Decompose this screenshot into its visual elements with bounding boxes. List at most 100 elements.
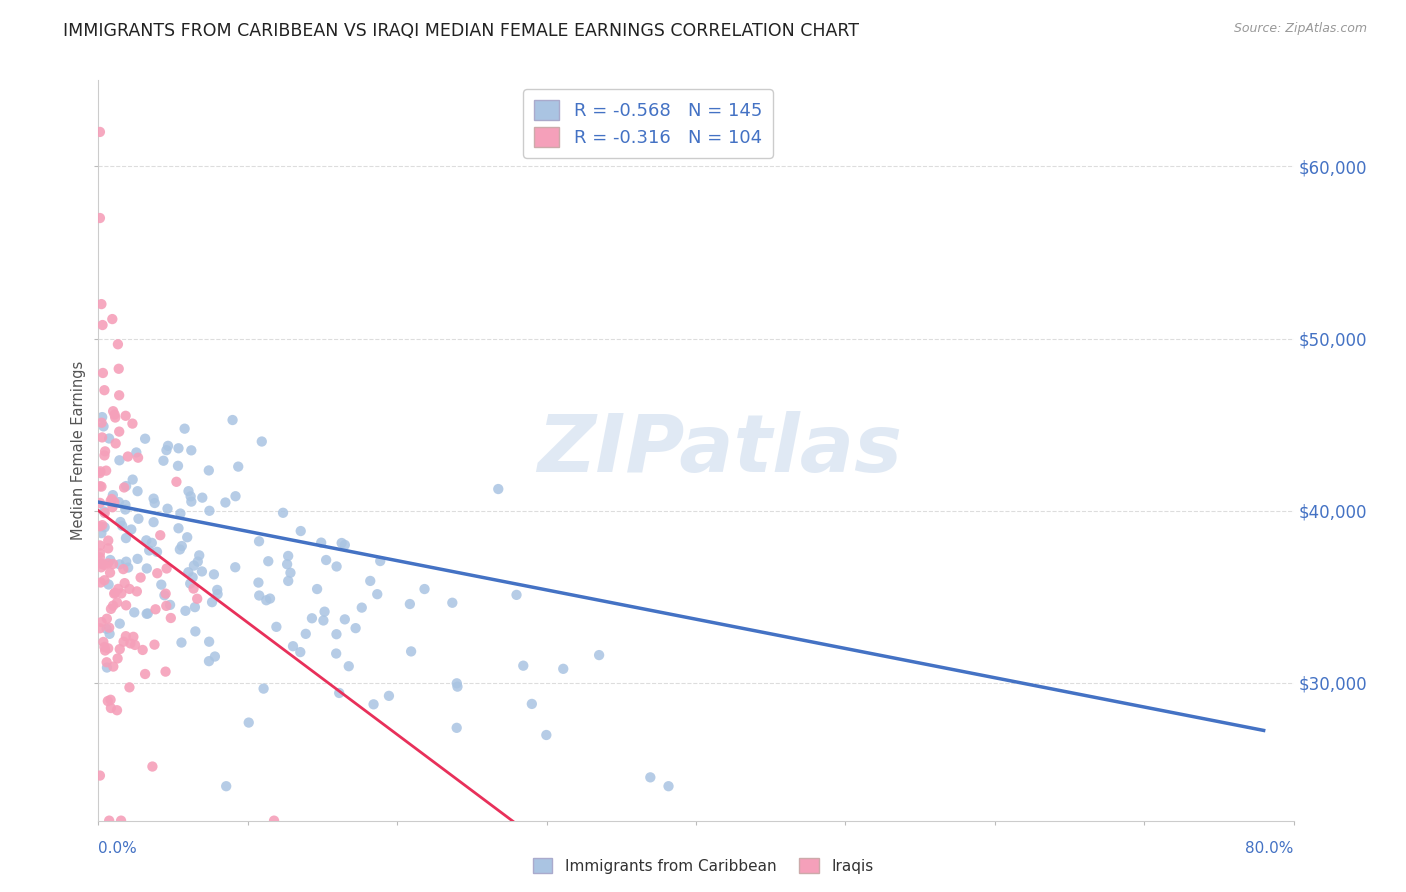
Point xyxy=(143,638,166,652)
Point xyxy=(156,439,179,453)
Point xyxy=(198,634,221,648)
Point xyxy=(314,605,336,619)
Point xyxy=(201,595,224,609)
Point xyxy=(93,449,115,463)
Point xyxy=(399,644,422,658)
Point xyxy=(141,759,163,773)
Point xyxy=(155,443,177,458)
Point xyxy=(90,526,112,541)
Point xyxy=(90,615,112,629)
Point xyxy=(108,616,131,631)
Point xyxy=(446,721,468,735)
Point xyxy=(97,541,120,556)
Point xyxy=(100,494,122,508)
Point xyxy=(399,597,422,611)
Point xyxy=(103,495,125,509)
Point xyxy=(224,560,246,574)
Point xyxy=(93,383,115,397)
Point xyxy=(215,779,238,793)
Point xyxy=(247,534,270,549)
Point xyxy=(91,318,114,332)
Point xyxy=(103,659,125,673)
Point xyxy=(183,582,205,596)
Point xyxy=(174,604,197,618)
Point xyxy=(125,445,148,459)
Point xyxy=(114,498,136,512)
Point xyxy=(277,574,299,588)
Point xyxy=(337,659,360,673)
Point xyxy=(96,612,118,626)
Point xyxy=(91,410,114,425)
Point xyxy=(114,409,136,423)
Point xyxy=(96,660,118,674)
Point xyxy=(93,520,115,534)
Point xyxy=(277,549,299,563)
Point xyxy=(204,649,226,664)
Point xyxy=(89,768,111,782)
Point xyxy=(155,561,177,575)
Point xyxy=(214,495,236,509)
Point xyxy=(170,539,193,553)
Point xyxy=(312,614,335,628)
Y-axis label: Median Female Earnings: Median Female Earnings xyxy=(70,361,86,540)
Point xyxy=(97,641,120,656)
Point xyxy=(177,566,200,580)
Point xyxy=(107,361,129,376)
Point xyxy=(271,506,294,520)
Point xyxy=(89,550,111,565)
Point xyxy=(325,627,347,641)
Point xyxy=(98,566,121,580)
Point xyxy=(207,587,229,601)
Point xyxy=(104,410,127,425)
Point xyxy=(104,436,127,450)
Point xyxy=(333,538,356,552)
Point xyxy=(125,584,148,599)
Point xyxy=(221,413,243,427)
Point xyxy=(344,621,367,635)
Point xyxy=(252,681,274,696)
Point xyxy=(90,297,112,311)
Point xyxy=(121,417,143,431)
Point xyxy=(179,576,201,591)
Point xyxy=(98,627,121,641)
Point xyxy=(98,553,121,567)
Point xyxy=(129,570,152,584)
Point xyxy=(146,545,169,559)
Point xyxy=(247,575,270,590)
Point xyxy=(378,689,401,703)
Point xyxy=(121,473,143,487)
Point xyxy=(94,506,117,520)
Point xyxy=(91,366,114,380)
Point xyxy=(187,555,209,569)
Point xyxy=(89,496,111,510)
Point xyxy=(183,558,205,573)
Point xyxy=(150,577,173,591)
Point xyxy=(167,458,190,473)
Text: 0.0%: 0.0% xyxy=(98,841,138,856)
Point xyxy=(98,432,121,446)
Point xyxy=(202,567,225,582)
Point xyxy=(107,582,129,596)
Point xyxy=(118,681,141,695)
Point xyxy=(127,512,149,526)
Point xyxy=(169,507,191,521)
Point xyxy=(117,450,139,464)
Point xyxy=(90,557,112,571)
Point xyxy=(225,489,247,503)
Point xyxy=(98,621,121,635)
Point xyxy=(91,430,114,444)
Point xyxy=(110,515,132,529)
Point xyxy=(89,621,111,635)
Point xyxy=(640,770,662,784)
Point xyxy=(107,337,129,351)
Point xyxy=(259,591,281,606)
Point xyxy=(115,629,138,643)
Point xyxy=(366,587,388,601)
Point xyxy=(155,587,177,601)
Point xyxy=(124,606,146,620)
Point xyxy=(191,491,214,505)
Point xyxy=(159,611,181,625)
Point xyxy=(97,557,120,571)
Point xyxy=(112,634,135,648)
Point xyxy=(280,566,302,580)
